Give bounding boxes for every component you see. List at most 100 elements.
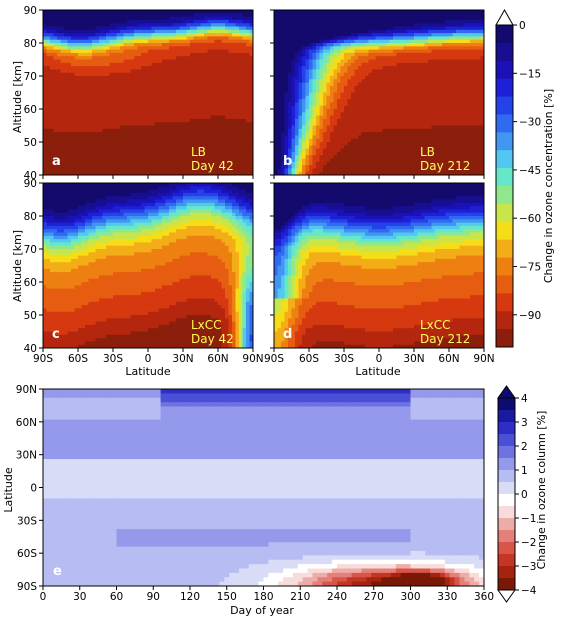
contour-cell bbox=[123, 82, 128, 87]
contour-cell bbox=[326, 85, 331, 90]
contour-cell bbox=[57, 165, 62, 169]
contour-cell bbox=[235, 10, 240, 14]
contour-cell bbox=[81, 112, 86, 117]
contour-cell bbox=[274, 82, 279, 87]
contour-cell bbox=[344, 79, 349, 84]
contour-cell bbox=[249, 52, 253, 57]
contour-cell bbox=[116, 10, 121, 14]
contour-cell bbox=[309, 85, 314, 90]
contour-cell bbox=[64, 46, 69, 51]
contour-cell bbox=[144, 76, 149, 80]
contour-cell bbox=[375, 29, 380, 34]
contour-cell bbox=[144, 109, 149, 113]
contour-cell bbox=[214, 72, 219, 77]
contour-cell bbox=[249, 145, 253, 150]
contour-cell bbox=[295, 85, 300, 90]
contour-cell bbox=[204, 132, 209, 136]
contour-cell bbox=[116, 16, 121, 21]
contour-cell bbox=[144, 135, 149, 140]
contour-cell bbox=[347, 155, 352, 160]
contour-cell bbox=[288, 105, 293, 110]
contour-cell bbox=[225, 135, 230, 140]
contour-cell bbox=[71, 151, 76, 156]
contour-cell bbox=[204, 105, 209, 110]
contour-cell bbox=[46, 168, 51, 173]
contour-cell bbox=[155, 66, 160, 70]
contour-cell bbox=[372, 151, 377, 156]
contour-cell bbox=[113, 151, 118, 156]
contour-cell bbox=[190, 62, 195, 67]
contour-cell bbox=[291, 138, 296, 143]
contour-cell bbox=[204, 102, 209, 107]
contour-cell bbox=[242, 109, 247, 113]
contour-cell bbox=[71, 23, 76, 28]
contour-cell bbox=[326, 151, 331, 156]
contour-cell bbox=[365, 29, 370, 34]
contour-cell bbox=[176, 99, 181, 103]
contour-cell bbox=[85, 43, 90, 47]
contour-cell bbox=[95, 66, 100, 70]
contour-cell bbox=[46, 33, 51, 37]
contour-cell bbox=[81, 148, 86, 153]
contour-cell bbox=[221, 158, 226, 163]
contour-cell bbox=[389, 125, 394, 130]
contour-cell bbox=[347, 16, 352, 21]
contour-cell bbox=[88, 158, 93, 163]
contour-cell bbox=[78, 92, 83, 97]
contour-cell bbox=[389, 99, 394, 103]
contour-cell bbox=[134, 138, 139, 143]
contour-cell bbox=[99, 99, 104, 103]
contour-cell bbox=[396, 128, 401, 133]
contour-cell bbox=[323, 72, 328, 77]
contour-cell bbox=[393, 89, 398, 94]
contour-cell bbox=[88, 13, 93, 18]
contour-cell bbox=[288, 89, 293, 94]
contour-cell bbox=[197, 39, 202, 44]
contour-cell bbox=[246, 66, 251, 70]
contour-cell bbox=[190, 138, 195, 143]
contour-cell bbox=[365, 138, 370, 143]
contour-cell bbox=[158, 142, 163, 146]
contour-cell bbox=[78, 56, 83, 61]
contour-cell bbox=[232, 138, 237, 143]
contour-cell bbox=[291, 23, 296, 28]
contour-cell bbox=[88, 118, 93, 123]
contour-cell bbox=[200, 95, 205, 100]
contour-cell bbox=[53, 132, 58, 136]
contour-cell bbox=[389, 132, 394, 136]
contour-cell bbox=[116, 135, 121, 140]
contour-cell bbox=[235, 118, 240, 123]
contour-cell bbox=[239, 49, 244, 54]
contour-cell bbox=[43, 99, 48, 103]
contour-cell bbox=[288, 76, 293, 80]
contour-cell bbox=[249, 46, 253, 51]
contour-cell bbox=[88, 145, 93, 150]
contour-cell bbox=[358, 19, 363, 24]
contour-cell bbox=[46, 85, 51, 90]
contour-cell bbox=[151, 99, 156, 103]
contour-cell bbox=[274, 115, 279, 120]
contour-cell bbox=[67, 76, 72, 80]
contour-cell bbox=[214, 95, 219, 100]
contour-cell bbox=[158, 39, 163, 44]
contour-cell bbox=[277, 89, 282, 94]
contour-cell bbox=[106, 26, 111, 31]
contour-cell bbox=[144, 92, 149, 97]
contour-cell bbox=[162, 151, 167, 156]
contour-cell bbox=[396, 43, 401, 47]
contour-cell bbox=[298, 76, 303, 80]
contour-cell bbox=[106, 72, 111, 77]
contour-cell bbox=[106, 165, 111, 169]
contour-cell bbox=[298, 112, 303, 117]
contour-cell bbox=[393, 158, 398, 163]
contour-cell bbox=[57, 171, 62, 175]
contour-cell bbox=[386, 92, 391, 97]
contour-cell bbox=[400, 16, 405, 21]
contour-cell bbox=[291, 49, 296, 54]
contour-cell bbox=[169, 36, 174, 41]
contour-cell bbox=[407, 155, 412, 160]
contour-cell bbox=[78, 89, 83, 94]
contour-cell bbox=[74, 109, 79, 113]
contour-cell bbox=[410, 85, 415, 90]
contour-cell bbox=[85, 29, 90, 34]
